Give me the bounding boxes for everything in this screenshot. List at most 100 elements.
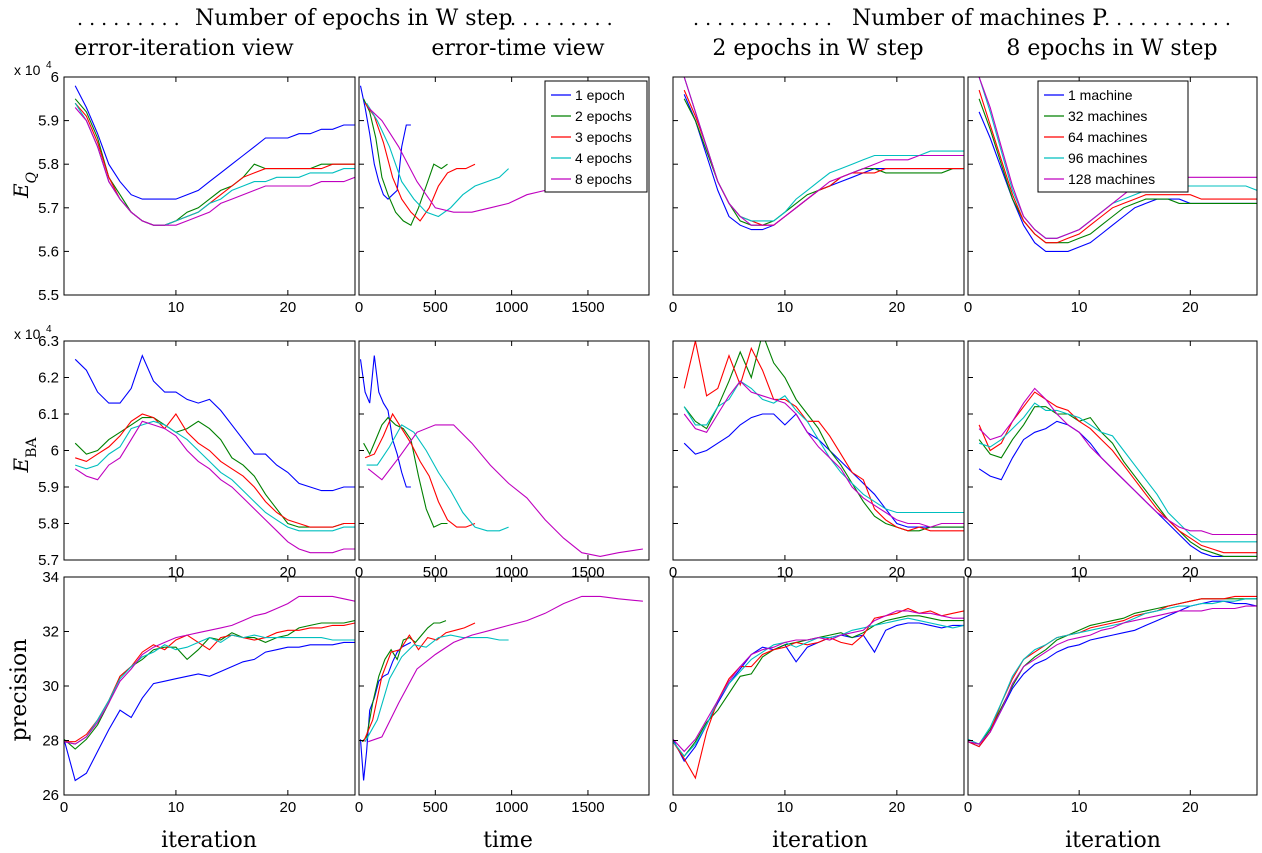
series-line-8-epochs: [74, 107, 355, 226]
row-label-eq: EQ: [9, 171, 40, 199]
series-line-128-machines: [673, 610, 964, 753]
series-line-8-epochs: [367, 424, 643, 557]
series-line-1-epoch: [359, 641, 412, 781]
series-line-32-machines: [978, 406, 1257, 557]
series-line-96-machines: [978, 402, 1257, 543]
y-tick-label: 28: [42, 733, 59, 750]
x-tick-label: 10: [168, 299, 185, 316]
x-tick-label: 0: [669, 299, 677, 316]
series-line-4-epochs: [366, 424, 509, 532]
y-tick-label: 6: [51, 69, 59, 86]
x-tick-label: 20: [889, 299, 906, 316]
series-group: [64, 595, 355, 782]
series-line-128-machines: [978, 77, 1257, 239]
series-line-1-epoch: [74, 85, 355, 200]
header-left: . . . . . . . . . Number of epochs in W …: [77, 6, 613, 31]
series-line-3-epochs: [364, 102, 476, 222]
y-tick-label: 6.3: [38, 333, 59, 350]
y-tick-label: 34: [42, 569, 59, 586]
x-tick-label: 500: [423, 799, 448, 816]
series-line-128-machines: [683, 77, 964, 226]
x-tick-label: 1500: [571, 299, 604, 316]
series-line-1-machine: [683, 94, 964, 231]
panel-r2-c1: 0 500 1000 1500: [355, 576, 650, 816]
legend-label: 3 epochs: [575, 129, 632, 145]
series-line-96-machines: [683, 77, 964, 222]
series-line-4-epochs: [75, 420, 355, 532]
x-tick-label: 10: [1071, 299, 1088, 316]
y-tick-label: 6.1: [38, 406, 59, 423]
x-label-2: iteration: [772, 828, 868, 853]
series-group: [968, 595, 1257, 748]
y-tick-label: 32: [42, 624, 59, 641]
series-line-8-epochs: [368, 595, 643, 743]
x-tick-label: 1500: [571, 799, 604, 816]
series-line-1-machine: [968, 600, 1257, 748]
y-tick-label: 5.6: [38, 243, 59, 260]
x-tick-label: 0: [964, 299, 972, 316]
y-tick-label: 6.2: [38, 370, 59, 387]
x-tick-label: 20: [1182, 299, 1199, 316]
series-line-1-machine: [978, 420, 1257, 557]
axes-frame: [672, 76, 965, 296]
header-right-dots-r: . . . . . . . . . . . .: [1092, 8, 1231, 30]
series-line-2-epochs: [74, 417, 355, 528]
legend-machines: 1 machine 32 machines 64 machines 96 machin…: [1037, 80, 1189, 193]
series-line-2-epochs: [363, 98, 448, 226]
series-line-8-epochs: [74, 420, 355, 554]
axes-frame: [63, 576, 356, 796]
series-line-3-epochs: [74, 102, 355, 226]
col-title-0: error-iteration view: [74, 36, 294, 61]
series-group: [978, 77, 1257, 252]
series-line-3-epochs: [64, 622, 355, 743]
x-label-1: time: [483, 828, 533, 853]
series-line-1-machine: [673, 622, 964, 763]
axes-frame: [358, 76, 650, 296]
legend-label: 64 machines: [1068, 129, 1147, 145]
y-tick-label: 5.7: [38, 200, 59, 217]
series-line-2-epochs: [361, 620, 447, 743]
y-multiplier-exp: 4: [46, 324, 52, 335]
y-tick-label: 5.7: [38, 552, 59, 569]
series-group: [359, 355, 643, 557]
panel-r2-c0: 0 10 20 26 28 30 32 34: [42, 569, 356, 816]
series-line-32-machines: [683, 98, 964, 226]
series-line-1-epoch: [359, 85, 411, 200]
series-group: [683, 77, 964, 231]
x-tick-label: 500: [423, 299, 448, 316]
series-line-4-epochs: [74, 102, 355, 226]
x-tick-label: 20: [280, 799, 297, 816]
header-right-title: Number of machines P: [852, 6, 1107, 31]
series-group: [74, 85, 355, 226]
series-line-1-epoch: [64, 641, 355, 782]
panel-r0-c3: 0 10 20: [964, 76, 1258, 316]
series-line-96-machines: [683, 380, 964, 514]
series-line-1-epoch: [359, 355, 411, 488]
axes-frame: [672, 576, 965, 796]
y-multiplier: x 10: [14, 62, 41, 78]
series-line-64-machines: [683, 341, 964, 532]
legend-label: 1 machine: [1068, 87, 1133, 103]
legend-label: 2 epochs: [575, 108, 632, 124]
series-line-2-epochs: [74, 98, 355, 226]
series-line-3-epochs: [363, 622, 476, 742]
panel-r2-c2: 0 10 20: [669, 576, 965, 816]
y-multiplier: x 10: [14, 326, 41, 342]
series-line-128-machines: [968, 605, 1257, 745]
x-tick-label: 20: [889, 799, 906, 816]
panel-r0-c2: 0 10 20: [669, 76, 965, 316]
panel-r0-c1: 0 500 1000 1500: [355, 76, 650, 316]
series-line-8-epochs: [64, 595, 355, 745]
x-tick-label: 20: [1182, 799, 1199, 816]
series-line-1-epoch: [74, 354, 355, 492]
x-tick-label: 20: [280, 299, 297, 316]
series-line-32-machines: [968, 598, 1257, 745]
series-line-3-epochs: [364, 412, 476, 528]
x-tick-label: 0: [355, 299, 363, 316]
x-tick-label: 1000: [495, 799, 528, 816]
y-tick-label: 26: [42, 787, 59, 804]
panel-r2-c3: 0 10 20: [964, 576, 1258, 816]
series-line-64-machines: [978, 89, 1257, 244]
panel-r1-c3: 0 10 20: [964, 340, 1258, 581]
y-tick-label: 5.9: [38, 479, 59, 496]
